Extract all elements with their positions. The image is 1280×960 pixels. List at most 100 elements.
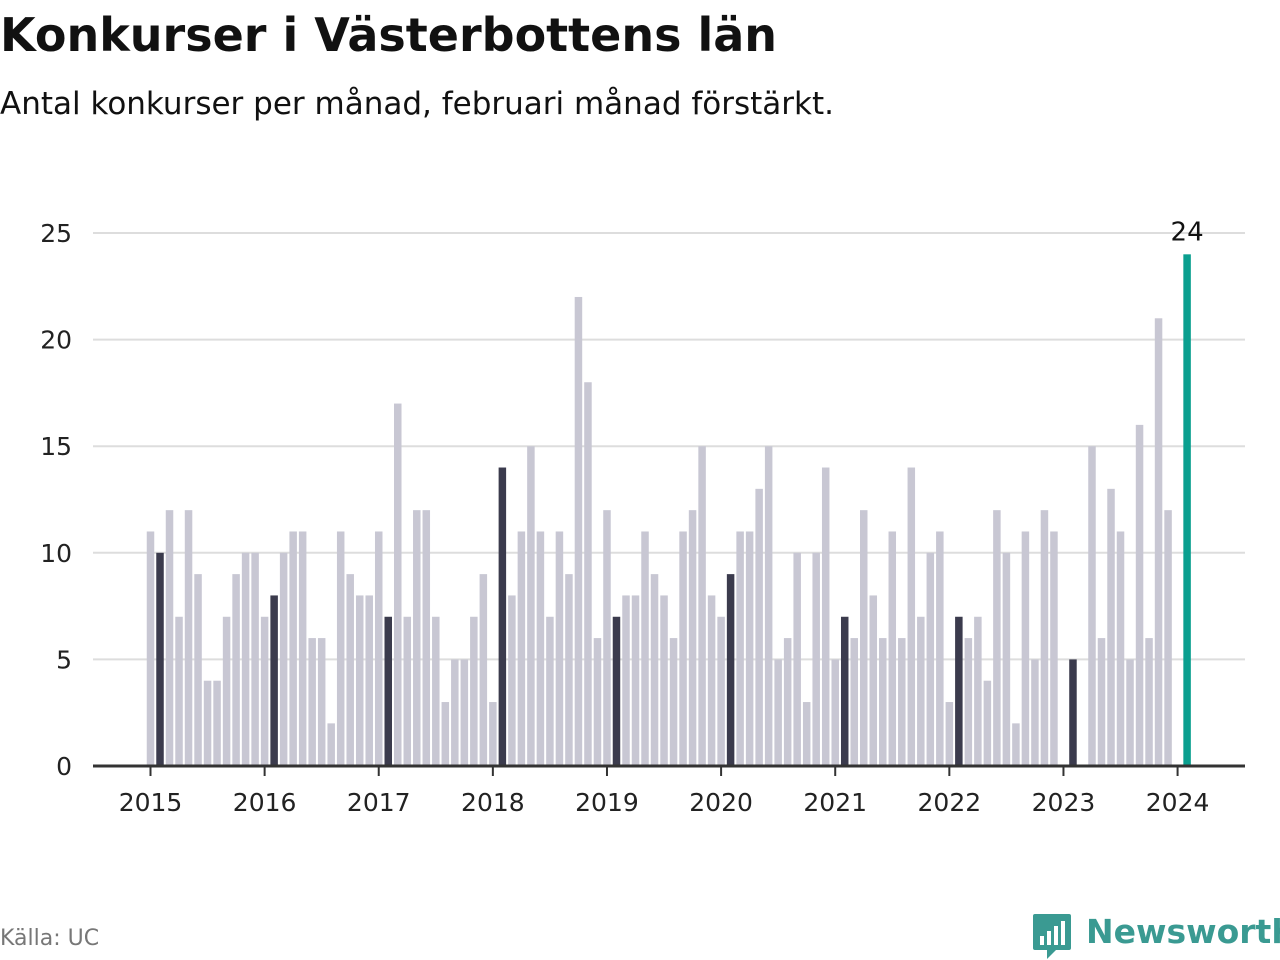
x-tick-label: 2024 bbox=[1146, 788, 1210, 817]
bar bbox=[850, 638, 858, 766]
data-labels: 24 bbox=[1171, 217, 1204, 247]
brand-name: Newsworthy bbox=[1086, 912, 1280, 951]
bar bbox=[1002, 552, 1011, 766]
bar bbox=[1107, 488, 1115, 766]
bar-february bbox=[384, 616, 392, 766]
bar bbox=[317, 638, 326, 766]
bar bbox=[993, 510, 1001, 766]
bar bbox=[888, 531, 897, 766]
bar bbox=[374, 531, 383, 766]
bar bbox=[232, 574, 240, 766]
bar bbox=[831, 659, 839, 766]
bar bbox=[869, 595, 878, 766]
bar-february bbox=[1069, 659, 1077, 766]
bar bbox=[403, 616, 412, 766]
x-tick-label: 2018 bbox=[461, 788, 525, 817]
bar bbox=[641, 531, 649, 766]
bars bbox=[146, 254, 1191, 766]
bar bbox=[413, 510, 421, 766]
bar bbox=[898, 638, 906, 766]
bar bbox=[574, 296, 583, 766]
bar bbox=[717, 616, 725, 766]
bar bbox=[479, 574, 488, 766]
bar bbox=[175, 616, 183, 766]
bar bbox=[821, 467, 830, 766]
bar bbox=[213, 680, 221, 766]
bar bbox=[983, 680, 992, 766]
bar-february bbox=[270, 595, 278, 766]
x-axis-ticks: 2015 2016 2017 2018 2019 2020 2021 2022 2023 2024 bbox=[119, 766, 1210, 817]
y-tick-label: 25 bbox=[40, 219, 72, 248]
bar bbox=[527, 446, 535, 766]
bar bbox=[860, 510, 868, 766]
bar-chart-speech-bubble-icon bbox=[1033, 914, 1071, 959]
bar bbox=[470, 616, 478, 766]
bar bbox=[460, 659, 469, 766]
y-tick-label: 0 bbox=[56, 752, 72, 781]
bar bbox=[631, 595, 640, 766]
bar bbox=[1040, 510, 1049, 766]
chart-title: Konkurser i Västerbottens län bbox=[0, 8, 778, 62]
brand-logo: Newsworthy bbox=[1030, 910, 1280, 960]
bar bbox=[945, 702, 954, 766]
y-tick-label: 15 bbox=[40, 432, 72, 461]
bar bbox=[289, 531, 297, 766]
x-tick-label: 2016 bbox=[233, 788, 297, 817]
bar bbox=[203, 680, 212, 766]
bar bbox=[802, 702, 811, 766]
bar bbox=[489, 702, 497, 766]
bar bbox=[298, 531, 307, 766]
bar bbox=[688, 510, 697, 766]
bar bbox=[336, 531, 345, 766]
bar-february bbox=[840, 616, 849, 766]
bar bbox=[1145, 638, 1153, 766]
grid-lines bbox=[93, 232, 1245, 661]
bar bbox=[698, 446, 706, 766]
bar bbox=[1088, 446, 1096, 766]
bar bbox=[774, 659, 782, 766]
bar-february bbox=[498, 467, 507, 766]
latest-value-label: 24 bbox=[1171, 217, 1204, 247]
bar-february bbox=[955, 616, 963, 766]
bar-february bbox=[156, 552, 164, 766]
bar bbox=[936, 531, 944, 766]
bar bbox=[536, 531, 545, 766]
bar bbox=[783, 638, 792, 766]
bar bbox=[517, 531, 526, 766]
bar bbox=[451, 659, 459, 766]
x-tick-label: 2017 bbox=[347, 788, 411, 817]
bar bbox=[669, 638, 678, 766]
bar-february bbox=[612, 616, 621, 766]
y-tick-label: 10 bbox=[40, 539, 72, 568]
bar bbox=[1097, 638, 1106, 766]
bar bbox=[194, 574, 202, 766]
bar bbox=[165, 510, 174, 766]
bar bbox=[365, 595, 373, 766]
bar bbox=[146, 531, 155, 766]
bar bbox=[1012, 723, 1020, 766]
bar bbox=[755, 488, 763, 766]
bar bbox=[355, 595, 364, 766]
bar bbox=[745, 531, 754, 766]
bar bbox=[660, 595, 668, 766]
y-axis-ticks: 0 5 10 15 20 25 bbox=[40, 219, 72, 781]
bar bbox=[879, 638, 887, 766]
bar bbox=[812, 552, 820, 766]
bar bbox=[650, 574, 659, 766]
bar bbox=[1126, 659, 1134, 766]
bar bbox=[707, 595, 716, 766]
bar bbox=[926, 552, 935, 766]
y-tick-label: 20 bbox=[40, 326, 72, 355]
bar-february bbox=[726, 574, 735, 766]
bar bbox=[546, 616, 554, 766]
bar bbox=[508, 595, 516, 766]
bar bbox=[1135, 424, 1144, 766]
bar bbox=[222, 616, 231, 766]
bar bbox=[907, 467, 916, 766]
x-tick-label: 2019 bbox=[575, 788, 639, 817]
bar bbox=[1154, 318, 1163, 766]
bar bbox=[793, 552, 801, 766]
chart-subtitle: Antal konkurser per månad, februari måna… bbox=[0, 86, 834, 122]
bar bbox=[251, 552, 259, 766]
